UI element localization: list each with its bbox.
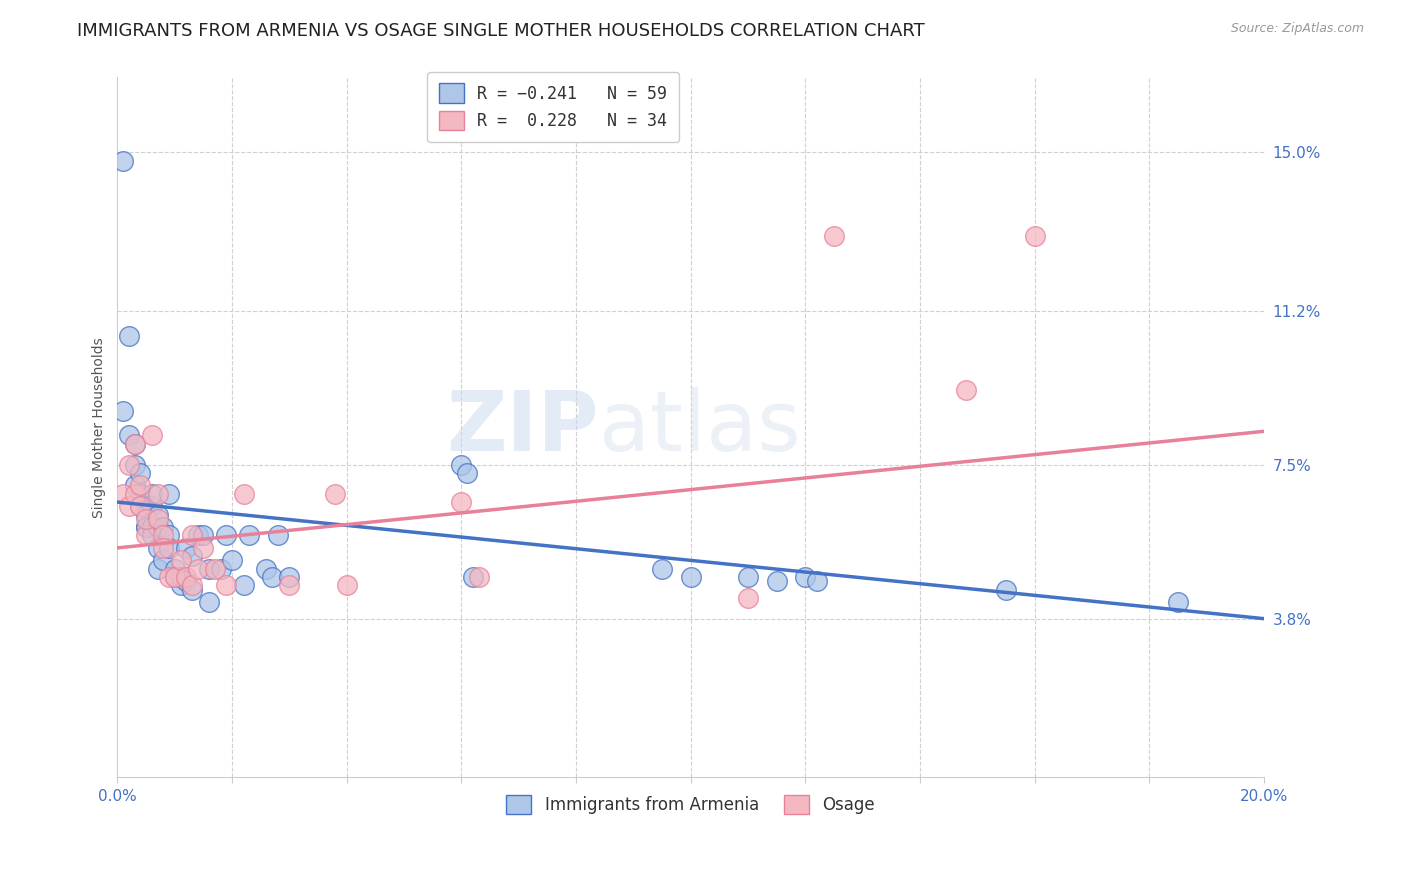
Point xyxy=(129,478,152,492)
Point xyxy=(262,570,284,584)
Point xyxy=(461,570,484,584)
Point xyxy=(152,520,174,534)
Legend: Immigrants from Armenia, Osage: Immigrants from Armenia, Osage xyxy=(496,785,884,824)
Point xyxy=(146,520,169,534)
Point xyxy=(135,508,157,522)
Point xyxy=(198,562,221,576)
Point xyxy=(278,578,301,592)
Point xyxy=(124,487,146,501)
Point xyxy=(806,574,828,589)
Point xyxy=(141,487,163,501)
Point xyxy=(118,500,141,514)
Text: atlas: atlas xyxy=(599,386,801,467)
Point xyxy=(129,500,152,514)
Point xyxy=(232,487,254,501)
Point xyxy=(112,403,135,417)
Point xyxy=(995,582,1018,597)
Point xyxy=(737,570,759,584)
Point xyxy=(146,508,169,522)
Point xyxy=(152,541,174,555)
Point xyxy=(152,528,174,542)
Point xyxy=(124,478,146,492)
Point xyxy=(124,458,146,472)
Point xyxy=(256,562,278,576)
Point xyxy=(174,541,197,555)
Point xyxy=(135,512,157,526)
Point xyxy=(118,428,141,442)
Point xyxy=(187,528,209,542)
Point xyxy=(323,487,346,501)
Point xyxy=(169,553,191,567)
Point xyxy=(157,570,180,584)
Point xyxy=(238,528,260,542)
Point xyxy=(152,553,174,567)
Point xyxy=(1024,228,1046,243)
Text: Source: ZipAtlas.com: Source: ZipAtlas.com xyxy=(1230,22,1364,36)
Point xyxy=(215,578,238,592)
Point xyxy=(112,487,135,501)
Point xyxy=(187,562,209,576)
Point xyxy=(135,500,157,514)
Point xyxy=(157,487,180,501)
Point xyxy=(456,466,478,480)
Point xyxy=(450,458,472,472)
Point xyxy=(651,562,673,576)
Point xyxy=(163,570,186,584)
Point xyxy=(135,520,157,534)
Point xyxy=(146,562,169,576)
Point xyxy=(209,562,232,576)
Point xyxy=(129,500,152,514)
Point xyxy=(765,574,787,589)
Point xyxy=(129,487,152,501)
Point xyxy=(823,228,845,243)
Point xyxy=(955,383,977,397)
Point xyxy=(450,495,472,509)
Point xyxy=(215,528,238,542)
Point xyxy=(141,528,163,542)
Point xyxy=(267,528,290,542)
Point xyxy=(141,428,163,442)
Y-axis label: Single Mother Households: Single Mother Households xyxy=(93,337,107,517)
Point xyxy=(181,578,204,592)
Point xyxy=(169,578,191,592)
Point xyxy=(129,466,152,480)
Point xyxy=(157,528,180,542)
Point xyxy=(169,570,191,584)
Point xyxy=(135,528,157,542)
Point xyxy=(124,437,146,451)
Point xyxy=(181,528,204,542)
Point xyxy=(193,528,215,542)
Point xyxy=(467,570,489,584)
Point xyxy=(232,578,254,592)
Point xyxy=(278,570,301,584)
Point xyxy=(174,574,197,589)
Point xyxy=(141,500,163,514)
Point xyxy=(737,591,759,605)
Point xyxy=(163,570,186,584)
Point xyxy=(124,437,146,451)
Point xyxy=(135,520,157,534)
Text: ZIP: ZIP xyxy=(447,386,599,467)
Point xyxy=(794,570,817,584)
Point xyxy=(181,582,204,597)
Point xyxy=(146,487,169,501)
Text: IMMIGRANTS FROM ARMENIA VS OSAGE SINGLE MOTHER HOUSEHOLDS CORRELATION CHART: IMMIGRANTS FROM ARMENIA VS OSAGE SINGLE … xyxy=(77,22,925,40)
Point xyxy=(193,541,215,555)
Point xyxy=(118,328,141,343)
Point xyxy=(181,549,204,564)
Point xyxy=(174,570,197,584)
Point xyxy=(146,512,169,526)
Point xyxy=(157,541,180,555)
Point xyxy=(163,562,186,576)
Point xyxy=(221,553,243,567)
Point xyxy=(141,520,163,534)
Point xyxy=(198,595,221,609)
Point xyxy=(336,578,359,592)
Point xyxy=(204,562,226,576)
Point xyxy=(112,153,135,168)
Point xyxy=(118,458,141,472)
Point xyxy=(146,541,169,555)
Point xyxy=(679,570,702,584)
Point xyxy=(1167,595,1189,609)
